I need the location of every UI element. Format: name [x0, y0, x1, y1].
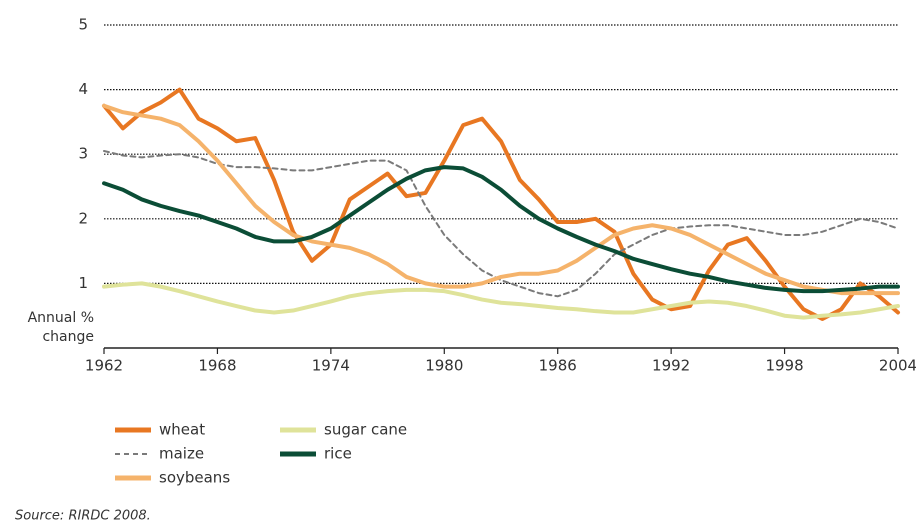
legend-label: wheat	[159, 421, 205, 439]
x-tick-label: 1974	[312, 357, 350, 375]
y-tick-label: 1	[78, 274, 88, 292]
x-tick-label: 1986	[539, 357, 577, 375]
line-series	[102, 103, 900, 296]
x-tick-label: 1998	[765, 357, 803, 375]
y-tick-label: 5	[78, 16, 88, 34]
x-tick-label: 1992	[652, 357, 690, 375]
line-series	[103, 149, 899, 298]
y-tick-label: 3	[78, 145, 88, 163]
source: Source: RIRDC 2008.	[15, 509, 151, 524]
x-tick-label: 2004	[879, 357, 916, 375]
x-tick-label: 1968	[198, 357, 236, 375]
legend-label: sugar cane	[324, 421, 407, 439]
y-tick-label: 2	[78, 209, 88, 227]
y-tick-label: 4	[78, 80, 88, 98]
x-tick-label: 1980	[425, 357, 463, 375]
x-tick-label: 1962	[85, 357, 123, 375]
line-series	[102, 165, 900, 294]
legend-label: soybeans	[159, 469, 230, 487]
line-series	[102, 281, 900, 320]
y-axis-label: Annual % change	[27, 310, 94, 345]
line-series	[102, 87, 900, 321]
legend-label: maize	[159, 445, 204, 463]
legend-label: rice	[324, 445, 352, 463]
